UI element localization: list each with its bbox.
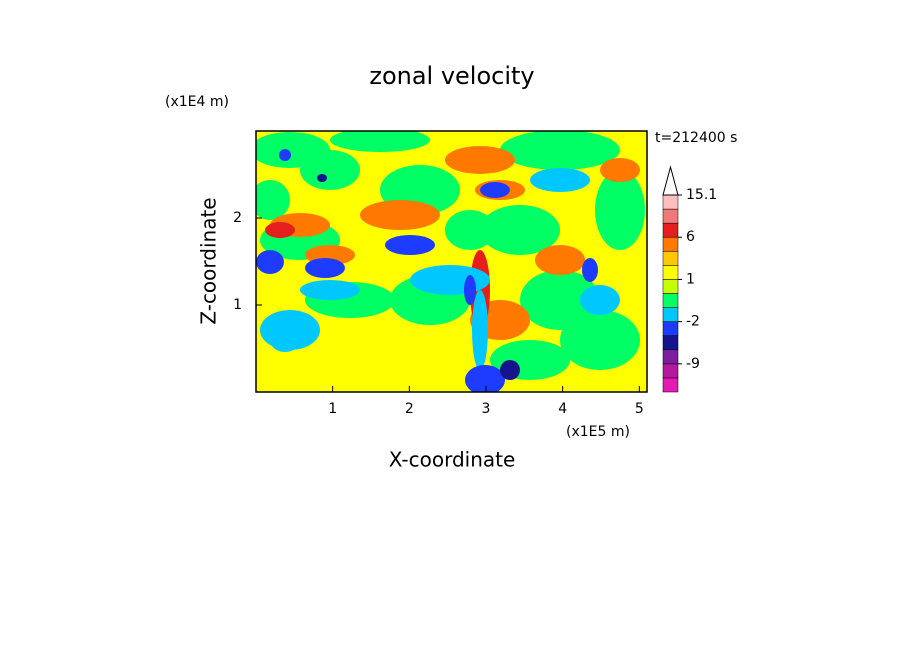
colorbar-label: -9 [686, 356, 700, 372]
contour-blob [595, 170, 645, 250]
colorbar-box [662, 321, 679, 336]
x-scale-label: (x1E5 m) [566, 424, 630, 440]
contour-blob [582, 258, 598, 282]
contour-blob [560, 310, 640, 370]
x-tick-label: 3 [482, 401, 491, 417]
x-tick-label: 4 [558, 401, 567, 417]
colorbar-box [662, 236, 679, 252]
x-tick-label: 5 [635, 401, 644, 417]
colorbar-box [662, 208, 679, 224]
colorbar-box [662, 265, 679, 280]
colorbar-box [662, 279, 679, 294]
contour-blob [464, 275, 476, 305]
contour-blob [530, 168, 590, 192]
x-tick-label: 2 [405, 401, 414, 417]
contour-blob [317, 174, 327, 182]
contour-blob [270, 328, 300, 352]
y-scale-label: (x1E4 m) [165, 94, 229, 110]
x-axis-label: X-coordinate [389, 448, 516, 472]
plot-frame [255, 130, 648, 393]
contour-blob [500, 131, 620, 170]
colorbar-box [662, 307, 679, 322]
colorbar-label: 6 [686, 229, 695, 245]
contour-blob [385, 235, 435, 255]
contour-blob [580, 285, 620, 315]
contour-blob [265, 222, 295, 238]
colorbar-box [662, 335, 679, 351]
y-axis-label: Z-coordinate [197, 197, 221, 324]
contour-blob [330, 131, 430, 152]
y-tick-label: 1 [233, 297, 242, 313]
contour-blob [500, 360, 520, 380]
contour-blob [600, 158, 640, 182]
contour-blob [256, 250, 284, 274]
contour-blob [256, 180, 290, 220]
contour-blob [535, 245, 585, 275]
contour-blob [300, 150, 360, 190]
contour-blob [445, 210, 495, 250]
colorbar-box [662, 222, 679, 238]
contour-blob [410, 265, 490, 295]
colorbar-label: 1 [686, 271, 695, 287]
contour-blob [279, 149, 291, 161]
colorbar-label: -2 [686, 314, 700, 330]
contour-blob [360, 200, 440, 230]
contour-blob [465, 365, 505, 392]
time-label: t=212400 s [655, 130, 737, 146]
contour-blob [472, 290, 488, 370]
contour-blob [480, 205, 560, 255]
colorbar-extension [662, 165, 679, 196]
colorbar-box [662, 194, 679, 210]
contour-field [256, 131, 647, 392]
contour-blob [445, 146, 515, 174]
colorbar-box [662, 349, 679, 365]
colorbar-box [662, 293, 679, 308]
chart-title: zonal velocity [369, 62, 534, 90]
colorbar-label: 15.1 [686, 187, 717, 203]
colorbar-box [662, 251, 679, 266]
contour-blob [305, 258, 345, 278]
contour-blob [480, 182, 510, 198]
colorbar-box [662, 363, 679, 379]
colorbar-box [662, 377, 679, 393]
contour-blob [300, 280, 360, 300]
x-tick-label: 1 [328, 401, 337, 417]
y-tick-label: 2 [233, 210, 242, 226]
